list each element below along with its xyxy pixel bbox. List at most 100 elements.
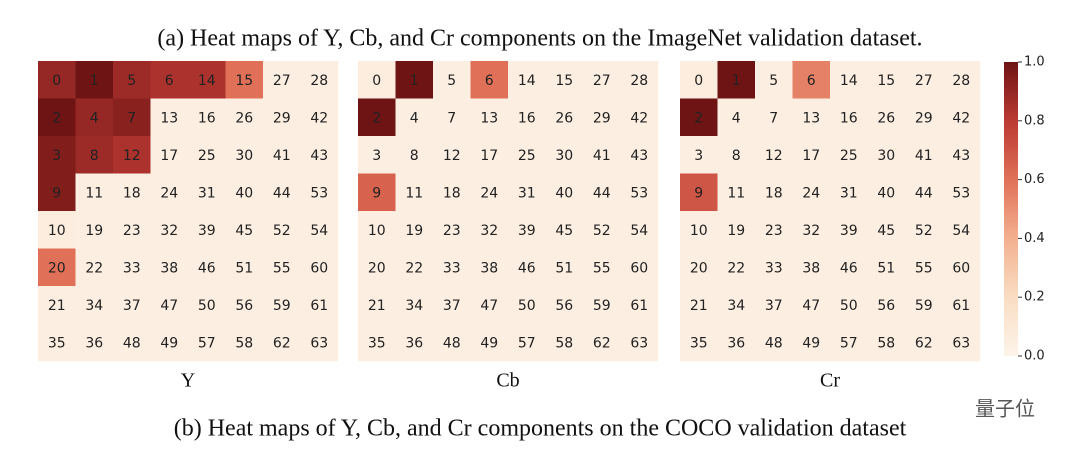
heat-cell bbox=[680, 286, 718, 324]
heat-cell bbox=[755, 173, 793, 212]
cell-label: 52 bbox=[915, 223, 933, 239]
cell-label: 10 bbox=[48, 223, 66, 239]
cell-label: 12 bbox=[765, 148, 783, 164]
cell-label: 0 bbox=[694, 73, 703, 89]
heat-cell bbox=[508, 211, 546, 249]
heat-cell bbox=[358, 136, 396, 174]
heat-cell bbox=[263, 98, 301, 137]
cell-label: 23 bbox=[765, 223, 783, 239]
cell-label: 39 bbox=[518, 223, 536, 239]
cell-label: 21 bbox=[368, 298, 386, 314]
cell-label: 11 bbox=[727, 185, 745, 201]
cell-label: 5 bbox=[769, 73, 778, 89]
heat-cell bbox=[867, 173, 906, 212]
heat-cell bbox=[263, 173, 301, 212]
cell-label: 55 bbox=[593, 260, 611, 276]
heat-cell bbox=[75, 136, 114, 174]
cell-label: 3 bbox=[694, 148, 703, 164]
heat-cell bbox=[300, 136, 339, 174]
heat-cell bbox=[38, 136, 76, 174]
cell-label: 16 bbox=[198, 110, 216, 126]
cell-label: 38 bbox=[802, 260, 820, 276]
cell-label: 38 bbox=[480, 260, 498, 276]
cell-label: 43 bbox=[630, 148, 648, 164]
heat-cell bbox=[225, 286, 264, 324]
heat-cell bbox=[583, 136, 621, 174]
cell-label: 52 bbox=[273, 223, 291, 239]
heat-cell bbox=[358, 323, 396, 362]
heat-cell bbox=[545, 98, 584, 137]
cell-label: 30 bbox=[877, 148, 895, 164]
heat-cell bbox=[508, 248, 546, 287]
heat-cell bbox=[38, 323, 76, 362]
heat-cell bbox=[867, 248, 906, 287]
cell-label: 18 bbox=[765, 185, 783, 201]
cell-label: 27 bbox=[593, 73, 611, 89]
cell-label: 47 bbox=[160, 298, 178, 314]
cell-label: 58 bbox=[877, 335, 895, 351]
heat-cell bbox=[680, 136, 718, 174]
heat-cell bbox=[225, 61, 264, 99]
heat-cell bbox=[188, 211, 226, 249]
cell-label: 20 bbox=[368, 260, 386, 276]
heat-cell bbox=[225, 248, 264, 287]
heat-cell bbox=[300, 248, 339, 287]
heat-cell bbox=[583, 248, 621, 287]
heat-cell bbox=[38, 173, 76, 212]
heat-cell bbox=[680, 248, 718, 287]
cell-label: 13 bbox=[160, 110, 178, 126]
heat-cell bbox=[113, 173, 151, 212]
cell-label: 4 bbox=[90, 110, 99, 126]
cell-label: 22 bbox=[405, 260, 423, 276]
heat-cell bbox=[792, 211, 831, 249]
cell-label: 2 bbox=[372, 110, 381, 126]
heat-cell bbox=[433, 136, 471, 174]
heat-cell bbox=[620, 286, 659, 324]
colorbar-tick-label: 0.8 bbox=[1024, 113, 1045, 128]
heat-cell bbox=[300, 211, 339, 249]
heat-cell bbox=[583, 61, 621, 99]
cell-label: 1 bbox=[90, 73, 99, 89]
cell-label: 56 bbox=[877, 298, 895, 314]
cell-label: 56 bbox=[235, 298, 253, 314]
cell-label: 22 bbox=[727, 260, 745, 276]
heat-cell bbox=[508, 61, 546, 99]
cell-label: 12 bbox=[443, 148, 461, 164]
heat-cell bbox=[905, 61, 943, 99]
cell-label: 20 bbox=[48, 260, 66, 276]
colorbar-tick-label: 0.2 bbox=[1024, 290, 1045, 305]
cell-label: 7 bbox=[447, 110, 456, 126]
heat-cell bbox=[395, 286, 434, 324]
heat-cell bbox=[755, 98, 793, 137]
heat-cell bbox=[830, 211, 868, 249]
heat-cell bbox=[545, 286, 584, 324]
cell-label: 57 bbox=[198, 335, 216, 351]
cell-label: 25 bbox=[840, 148, 858, 164]
heat-cell bbox=[620, 98, 659, 137]
cell-label: 56 bbox=[555, 298, 573, 314]
heat-cell bbox=[792, 61, 831, 99]
cell-label: 35 bbox=[48, 335, 66, 351]
heat-cell bbox=[38, 211, 76, 249]
cell-label: 55 bbox=[915, 260, 933, 276]
heat-cell bbox=[545, 323, 584, 362]
cell-label: 3 bbox=[52, 148, 61, 164]
heat-cell bbox=[942, 173, 981, 212]
heat-cell bbox=[545, 248, 584, 287]
heat-cell bbox=[188, 136, 226, 174]
heat-cell bbox=[755, 323, 793, 362]
cell-label: 21 bbox=[48, 298, 66, 314]
heat-cell bbox=[867, 98, 906, 137]
heat-cell bbox=[150, 61, 189, 99]
heat-cell bbox=[830, 323, 868, 362]
heat-cell bbox=[680, 61, 718, 99]
cell-label: 44 bbox=[593, 185, 611, 201]
heat-cell bbox=[113, 61, 151, 99]
cell-label: 34 bbox=[85, 298, 103, 314]
cell-label: 8 bbox=[90, 148, 99, 164]
heat-cell bbox=[830, 248, 868, 287]
cell-label: 50 bbox=[518, 298, 536, 314]
heat-cell bbox=[905, 136, 943, 174]
heat-cell bbox=[583, 98, 621, 137]
heat-cell bbox=[38, 98, 76, 137]
